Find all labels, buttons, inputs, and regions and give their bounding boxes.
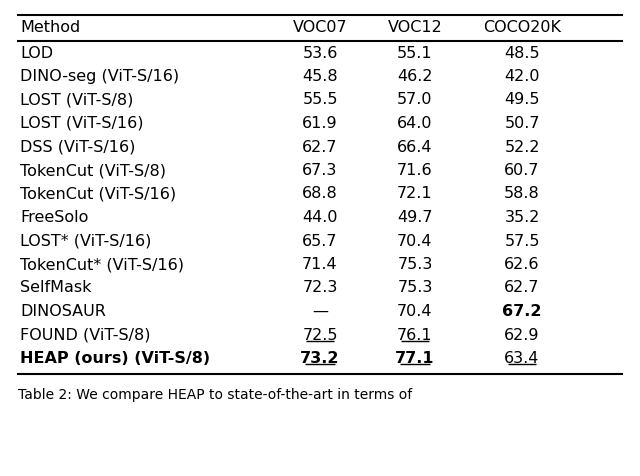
Text: LOD: LOD <box>20 46 53 60</box>
Text: 42.0: 42.0 <box>504 69 540 84</box>
Text: SelfMask: SelfMask <box>20 280 92 296</box>
Text: 63.4: 63.4 <box>504 351 540 366</box>
Text: 72.1: 72.1 <box>397 187 433 201</box>
Text: 70.4: 70.4 <box>397 234 433 248</box>
Text: 49.7: 49.7 <box>397 210 433 225</box>
Text: 75.3: 75.3 <box>397 257 433 272</box>
Text: HEAP (ours) (ViT-S/8): HEAP (ours) (ViT-S/8) <box>20 351 210 366</box>
Text: LOST* (ViT-S/16): LOST* (ViT-S/16) <box>20 234 152 248</box>
Text: 72.5: 72.5 <box>302 327 338 343</box>
Text: DINOSAUR: DINOSAUR <box>20 304 106 319</box>
Text: 77.1: 77.1 <box>396 351 435 366</box>
Text: FreeSolo: FreeSolo <box>20 210 88 225</box>
Text: 68.8: 68.8 <box>302 187 338 201</box>
Text: 62.6: 62.6 <box>504 257 540 272</box>
Text: 65.7: 65.7 <box>302 234 338 248</box>
Text: 70.4: 70.4 <box>397 304 433 319</box>
Text: 55.5: 55.5 <box>302 92 338 108</box>
Text: 57.5: 57.5 <box>504 234 540 248</box>
Text: 62.9: 62.9 <box>504 327 540 343</box>
Text: 44.0: 44.0 <box>302 210 338 225</box>
Text: 66.4: 66.4 <box>397 139 433 155</box>
Text: 72.3: 72.3 <box>302 280 338 296</box>
Text: Table 2: We compare HEAP to state-of-the-art in terms of: Table 2: We compare HEAP to state-of-the… <box>18 387 412 401</box>
Text: 67.3: 67.3 <box>302 163 338 178</box>
Text: 48.5: 48.5 <box>504 46 540 60</box>
Text: 45.8: 45.8 <box>302 69 338 84</box>
Text: TokenCut (ViT-S/8): TokenCut (ViT-S/8) <box>20 163 166 178</box>
Text: 55.1: 55.1 <box>397 46 433 60</box>
Text: 35.2: 35.2 <box>504 210 540 225</box>
Text: VOC07: VOC07 <box>292 20 348 35</box>
Text: 53.6: 53.6 <box>302 46 338 60</box>
Text: 76.1: 76.1 <box>397 327 433 343</box>
Text: —: — <box>312 304 328 319</box>
Text: 49.5: 49.5 <box>504 92 540 108</box>
Text: 58.8: 58.8 <box>504 187 540 201</box>
Text: DSS (ViT-S/16): DSS (ViT-S/16) <box>20 139 136 155</box>
Text: VOC12: VOC12 <box>388 20 442 35</box>
Text: 57.0: 57.0 <box>397 92 433 108</box>
Text: TokenCut* (ViT-S/16): TokenCut* (ViT-S/16) <box>20 257 184 272</box>
Text: 62.7: 62.7 <box>504 280 540 296</box>
Text: 67.2: 67.2 <box>502 304 541 319</box>
Text: FOUND (ViT-S/8): FOUND (ViT-S/8) <box>20 327 150 343</box>
Text: 61.9: 61.9 <box>302 116 338 131</box>
Text: COCO20K: COCO20K <box>483 20 561 35</box>
Text: 46.2: 46.2 <box>397 69 433 84</box>
Text: LOST (ViT-S/16): LOST (ViT-S/16) <box>20 116 143 131</box>
Text: 73.2: 73.2 <box>300 351 340 366</box>
Text: Method: Method <box>20 20 80 35</box>
Text: 60.7: 60.7 <box>504 163 540 178</box>
Text: 75.3: 75.3 <box>397 280 433 296</box>
Text: 64.0: 64.0 <box>397 116 433 131</box>
Text: LOST (ViT-S/8): LOST (ViT-S/8) <box>20 92 133 108</box>
Text: TokenCut (ViT-S/16): TokenCut (ViT-S/16) <box>20 187 176 201</box>
Text: 62.7: 62.7 <box>302 139 338 155</box>
Text: 71.4: 71.4 <box>302 257 338 272</box>
Text: DINO-seg (ViT-S/16): DINO-seg (ViT-S/16) <box>20 69 179 84</box>
Text: 52.2: 52.2 <box>504 139 540 155</box>
Text: 50.7: 50.7 <box>504 116 540 131</box>
Text: 71.6: 71.6 <box>397 163 433 178</box>
